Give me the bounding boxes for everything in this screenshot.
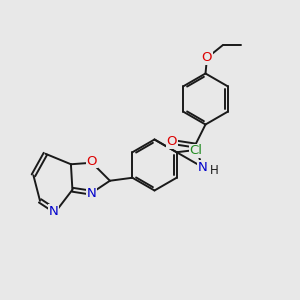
Text: O: O	[202, 51, 212, 64]
Text: N: N	[49, 205, 58, 218]
Text: H: H	[209, 164, 218, 177]
Text: O: O	[87, 155, 97, 168]
Text: N: N	[87, 187, 97, 200]
Text: N: N	[198, 160, 207, 174]
Text: Cl: Cl	[189, 144, 202, 157]
Text: O: O	[167, 135, 177, 148]
